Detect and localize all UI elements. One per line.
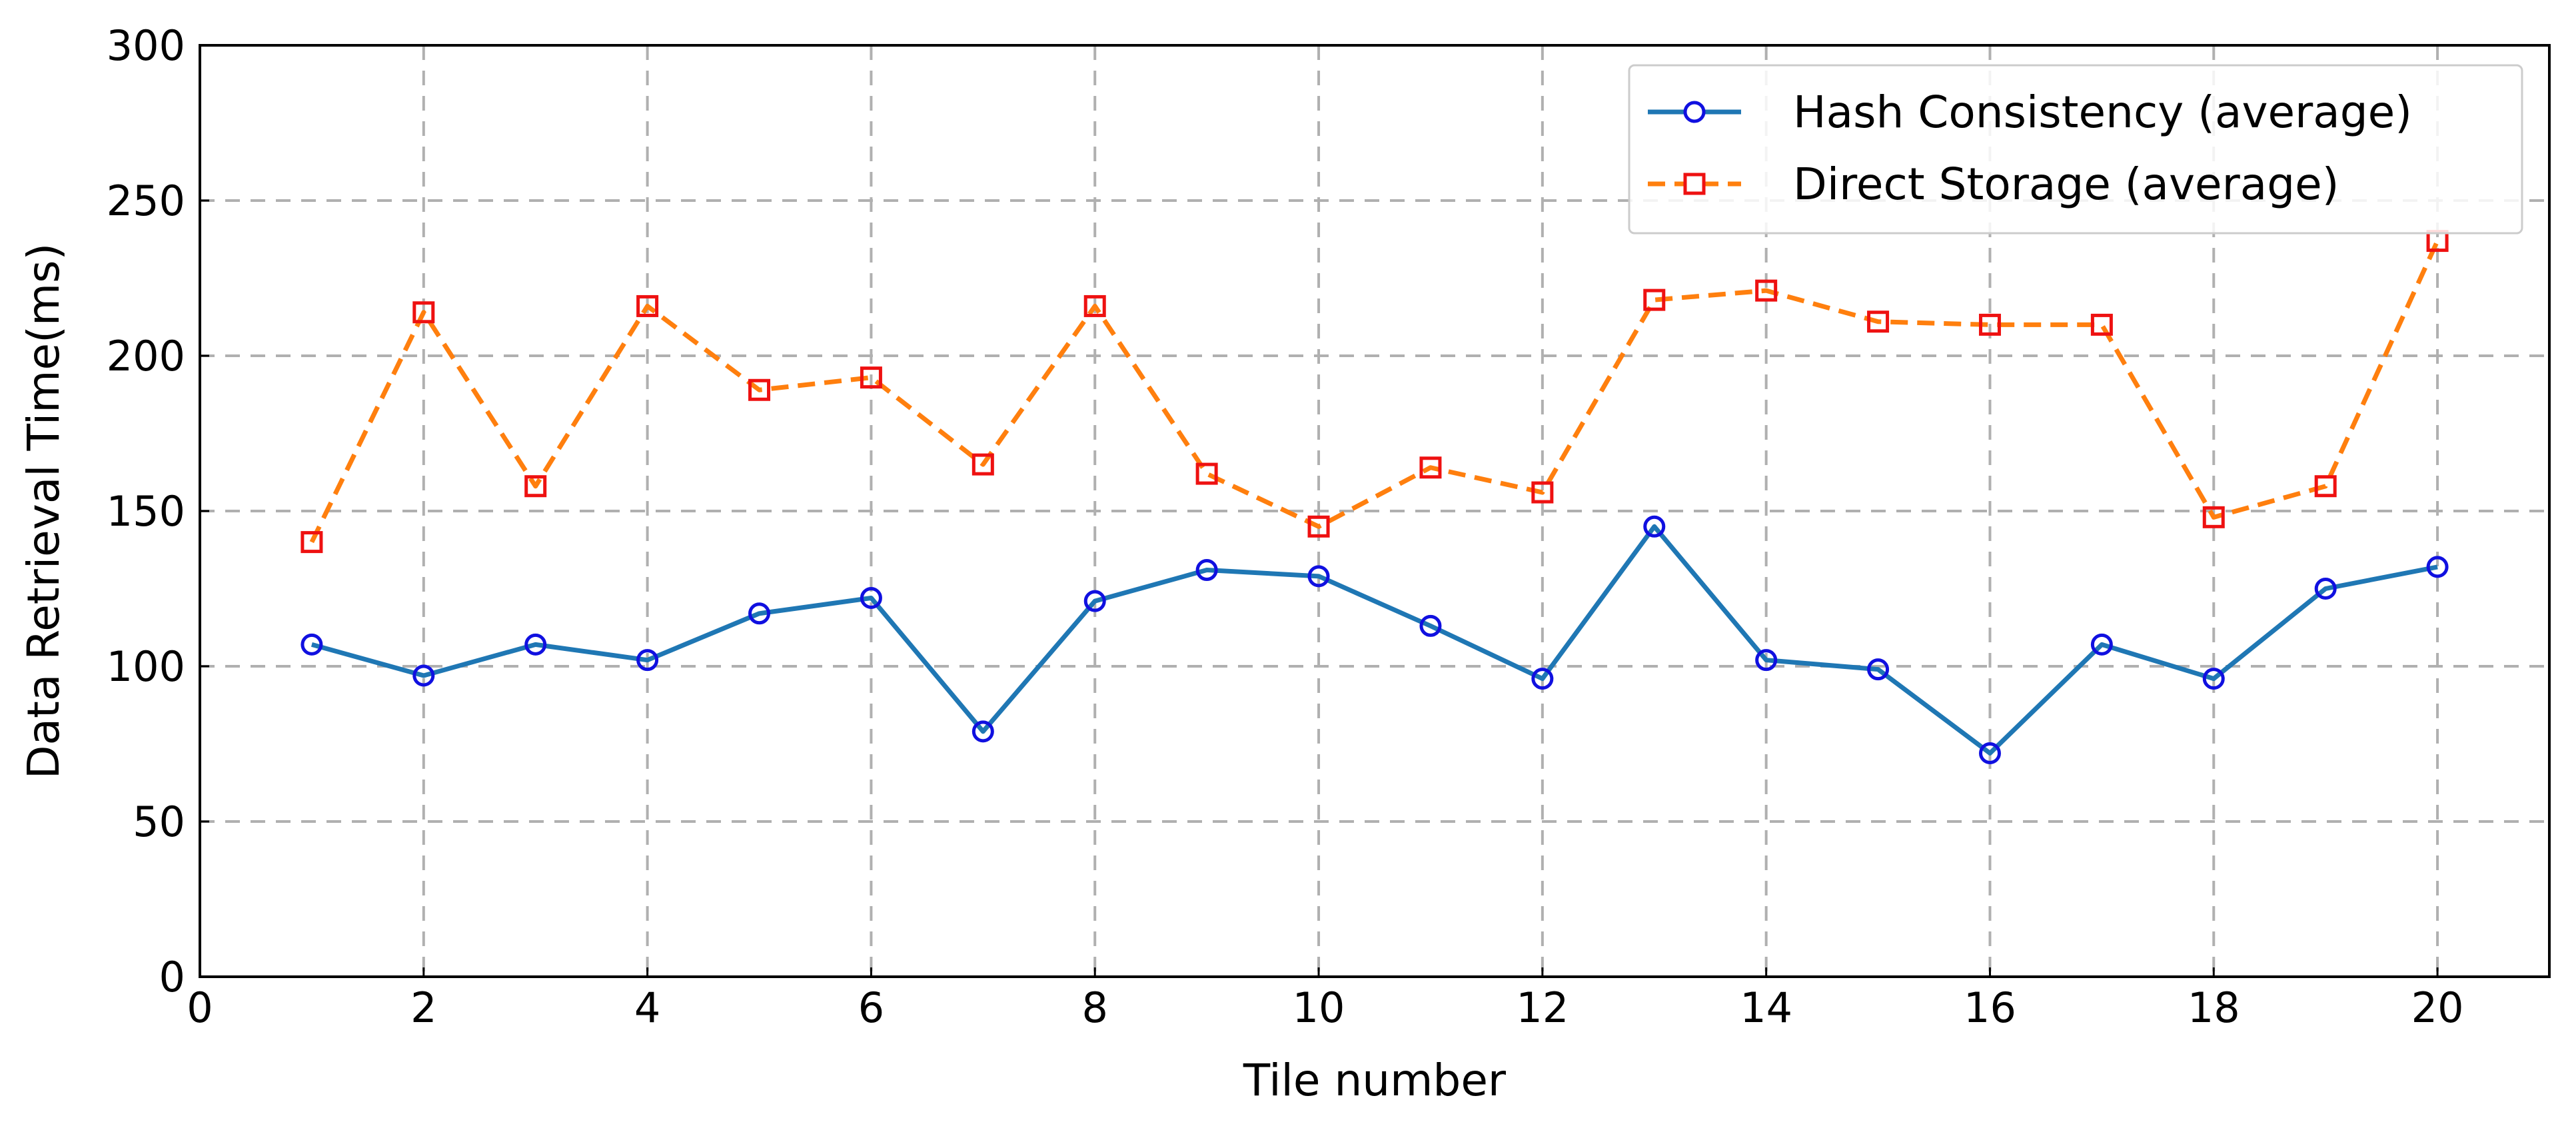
series-group [301,230,2449,764]
y-tick-label: 300 [107,21,185,70]
data-point-hash-consistency [2426,556,2449,578]
legend-item-direct-storage: Direct Storage (average) [1648,159,2339,210]
data-point-hash-consistency [748,602,771,625]
data-point-direct-storage [1978,313,2001,336]
data-point-direct-storage [2314,475,2337,498]
data-point-direct-storage [2202,506,2225,528]
x-tick-label: 16 [1964,983,2016,1032]
data-point-direct-storage [1867,310,1890,333]
legend-label-hash-consistency: Hash Consistency (average) [1793,87,2412,138]
series-line-direct-storage [309,240,2440,544]
data-point-hash-consistency [1195,559,1218,582]
y-tick-label: 100 [107,642,185,691]
data-point-direct-storage [860,366,882,389]
x-tick-label: 0 [187,983,213,1032]
data-point-hash-consistency [1755,649,1778,672]
data-point-hash-consistency [1307,565,1330,588]
data-point-hash-consistency [412,664,435,687]
data-point-hash-consistency [524,633,547,656]
data-point-hash-consistency [1419,614,1442,637]
series-line-hash-consistency [311,524,2438,756]
data-point-hash-consistency [860,586,882,609]
data-point-hash-consistency [1531,668,1554,690]
legend-box [1628,64,2523,235]
data-point-hash-consistency [301,633,323,656]
x-tick-label: 12 [1516,983,1569,1032]
y-tick-label: 0 [159,953,185,1001]
data-point-direct-storage [748,378,771,401]
data-point-hash-consistency [1978,742,2001,764]
data-point-direct-storage [1195,462,1218,485]
data-point-hash-consistency [1867,658,1890,681]
legend-label-direct-storage: Direct Storage (average) [1793,159,2339,210]
data-point-hash-consistency [1083,590,1106,612]
data-point-hash-consistency [2314,578,2337,600]
data-point-direct-storage [1307,515,1330,538]
y-tick-label: 200 [107,332,185,380]
y-axis-label: Data Retrieval Time(ms) [18,243,69,780]
data-point-hash-consistency [1643,515,1666,538]
x-tick-label: 14 [1740,983,1792,1032]
x-tick-label: 4 [634,983,660,1032]
data-point-direct-storage [2090,313,2113,336]
legend-item-hash-consistency: Hash Consistency (average) [1648,87,2412,138]
data-point-direct-storage [301,531,323,554]
x-tick-label: 6 [858,983,884,1032]
legend: Hash Consistency (average) Direct Storag… [1628,64,2523,235]
data-point-hash-consistency [2090,633,2113,656]
x-tick-label: 20 [2411,983,2464,1032]
data-point-direct-storage [971,453,994,476]
data-point-hash-consistency [2202,668,2225,690]
y-tick-label: 150 [107,487,185,536]
data-point-hash-consistency [971,720,994,743]
x-tick-label: 18 [2188,983,2240,1032]
data-point-direct-storage [1643,288,1666,311]
data-point-direct-storage [1419,456,1442,479]
x-axis-label: Tile number [1243,1055,1507,1106]
data-point-direct-storage [636,294,659,317]
data-point-direct-storage [524,475,547,498]
y-tick-label: 250 [107,177,185,225]
data-point-hash-consistency [636,649,659,672]
x-tick-label: 10 [1293,983,1345,1032]
x-tick-label: 8 [1082,983,1108,1032]
legend-marker-hash-consistency [1683,101,1706,123]
series-direct-storage [301,230,2449,554]
series-hash-consistency [301,515,2449,764]
data-point-direct-storage [412,301,435,324]
data-point-direct-storage [1083,294,1106,317]
data-point-direct-storage [1531,481,1554,504]
y-tick-label: 50 [133,798,185,846]
data-point-direct-storage [1755,279,1778,302]
legend-marker-direct-storage [1683,173,1706,195]
x-tick-label: 2 [410,983,436,1032]
